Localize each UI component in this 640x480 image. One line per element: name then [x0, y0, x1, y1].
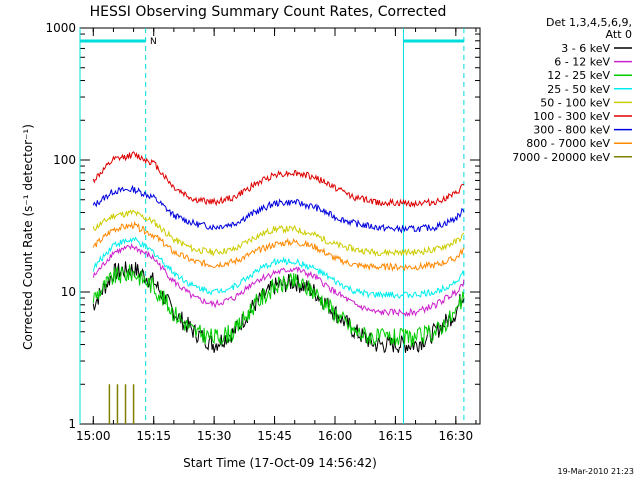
- legend-label: 12 - 25 keV: [547, 69, 610, 82]
- series-300-800kev: [92, 184, 465, 234]
- legend-label: 3 - 6 keV: [561, 42, 610, 55]
- y-tick-label: 100: [53, 153, 76, 167]
- x-tick-label: 16:00: [318, 429, 353, 443]
- legend-label: 50 - 100 keV: [540, 96, 610, 109]
- x-tick-label: 16:30: [439, 429, 474, 443]
- series-line: [92, 264, 465, 347]
- plot-frame: [79, 27, 481, 425]
- series-line: [92, 236, 465, 299]
- x-tick-label: 16:15: [378, 429, 413, 443]
- series-12-25kev: [92, 264, 465, 347]
- legend-label: 6 - 12 keV: [554, 56, 610, 69]
- x-tick-label: 15:15: [136, 429, 171, 443]
- series-6-12kev: [92, 242, 465, 318]
- series-50-100kev: [92, 209, 465, 258]
- series-7000-20000kev: [108, 384, 135, 424]
- series-25-50kev: [92, 236, 465, 299]
- x-axis-label: Start Time (17-Oct-09 14:56:42): [183, 456, 377, 470]
- x-tick-label: 15:45: [257, 429, 292, 443]
- chart-title: HESSI Observing Summary Count Rates, Cor…: [90, 4, 447, 20]
- y-tick-label: 1000: [45, 21, 76, 35]
- legend-header-line-1: Det 1,3,4,5,6,9,: [546, 16, 632, 29]
- legend-label: 25 - 50 keV: [547, 83, 610, 96]
- series-line: [92, 209, 465, 258]
- y-tick-label: 1: [68, 417, 76, 431]
- series-line: [92, 220, 465, 273]
- legend-label: 100 - 300 keV: [533, 110, 610, 123]
- timestamp: 19-Mar-2010 21:23: [558, 467, 635, 476]
- legend-label: 300 - 800 keV: [533, 124, 610, 137]
- night-marker-label: N: [150, 37, 157, 47]
- series-line: [92, 242, 465, 318]
- series-3-6kev: [92, 261, 465, 354]
- x-tick-label: 15:30: [197, 429, 232, 443]
- legend-label: 800 - 7000 keV: [526, 137, 610, 150]
- series-line: [92, 184, 465, 234]
- series-800-7000kev: [92, 220, 465, 273]
- y-axis-label: Corrected Count Rate (s⁻¹ detector⁻¹): [21, 124, 35, 350]
- series-line: [92, 151, 465, 208]
- y-tick-label: 10: [61, 285, 76, 299]
- series-100-300kev: [92, 151, 465, 208]
- x-tick-label: 15:00: [76, 429, 111, 443]
- legend-header-line-2: Att 0: [606, 28, 632, 41]
- series-line: [92, 261, 465, 354]
- legend-label: 7000 - 20000 keV: [512, 151, 610, 164]
